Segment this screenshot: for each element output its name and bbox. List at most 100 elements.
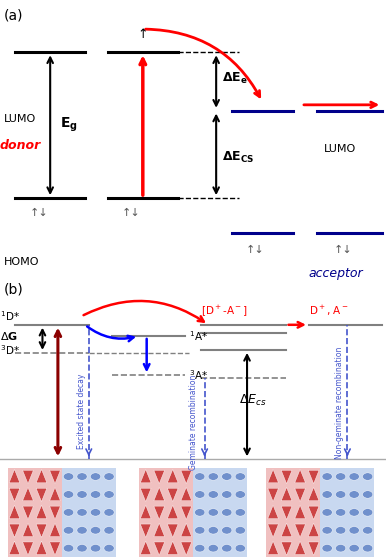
Circle shape [349,473,359,480]
Circle shape [349,508,359,516]
Text: $\mathbf{\Delta E_{CS}}$: $\mathbf{\Delta E_{CS}}$ [222,150,254,165]
Circle shape [362,473,373,480]
Circle shape [208,544,218,552]
Bar [266,468,320,557]
Polygon shape [9,524,20,538]
Circle shape [322,491,332,498]
Polygon shape [9,488,20,502]
Polygon shape [154,487,164,501]
Circle shape [90,508,101,516]
Text: $^3$D*: $^3$D* [0,343,20,357]
Polygon shape [281,470,292,484]
Circle shape [335,526,346,534]
Polygon shape [295,505,306,519]
Circle shape [222,526,232,534]
Circle shape [77,544,87,552]
Polygon shape [295,488,306,502]
Circle shape [77,473,87,480]
Bar [193,468,247,557]
Polygon shape [308,470,319,484]
Polygon shape [23,506,34,520]
Circle shape [195,526,205,534]
Polygon shape [141,524,151,538]
Circle shape [208,491,218,498]
Polygon shape [9,541,20,554]
Polygon shape [36,488,47,502]
Polygon shape [281,506,292,520]
Polygon shape [268,524,278,538]
Polygon shape [168,505,178,519]
Polygon shape [181,487,191,501]
Circle shape [90,544,101,552]
Polygon shape [36,524,47,538]
Circle shape [222,473,232,480]
Circle shape [104,491,114,498]
Circle shape [235,526,245,534]
Polygon shape [181,542,191,556]
Circle shape [63,491,74,498]
Text: Geminate recombination: Geminate recombination [188,375,198,470]
Text: [D$^+$-A$^-$]: [D$^+$-A$^-$] [201,304,247,318]
Polygon shape [295,469,306,483]
Circle shape [104,526,114,534]
Text: ↑↓: ↑↓ [122,208,141,218]
Polygon shape [308,506,319,520]
Circle shape [195,544,205,552]
Circle shape [195,508,205,516]
Polygon shape [308,542,319,556]
Text: Non-geminate recombination: Non-geminate recombination [335,347,344,459]
Circle shape [235,491,245,498]
Circle shape [349,544,359,552]
Polygon shape [181,470,191,484]
Circle shape [208,473,218,480]
Text: ↑↓: ↑↓ [334,245,353,255]
Polygon shape [308,487,319,501]
Circle shape [195,491,205,498]
Circle shape [63,508,74,516]
Circle shape [90,526,101,534]
Circle shape [362,508,373,516]
Circle shape [322,473,332,480]
Circle shape [222,491,232,498]
Circle shape [208,508,218,516]
Text: LUMO: LUMO [324,143,357,153]
Text: (b): (b) [4,283,24,297]
Circle shape [362,544,373,552]
Text: (a): (a) [4,9,24,23]
Polygon shape [308,523,319,536]
Polygon shape [141,488,151,502]
Polygon shape [49,506,61,520]
Circle shape [77,508,87,516]
Polygon shape [295,524,306,538]
Polygon shape [9,505,20,519]
Text: donor: donor [0,139,41,152]
Circle shape [335,473,346,480]
Polygon shape [168,524,178,538]
Circle shape [104,473,114,480]
Circle shape [208,526,218,534]
Text: ↑↓: ↑↓ [29,208,48,218]
Polygon shape [141,469,151,483]
Circle shape [322,544,332,552]
Text: $^3$A*: $^3$A* [189,368,208,382]
Text: $\mathbf{\Delta E_e}$: $\mathbf{\Delta E_e}$ [222,71,248,86]
Polygon shape [49,542,61,556]
Polygon shape [23,470,34,484]
Circle shape [322,526,332,534]
Circle shape [63,473,74,480]
Polygon shape [295,541,306,554]
Circle shape [322,508,332,516]
Polygon shape [181,523,191,536]
Polygon shape [281,487,292,501]
Polygon shape [23,542,34,556]
Polygon shape [49,523,61,536]
Polygon shape [154,542,164,556]
Polygon shape [36,541,47,554]
Polygon shape [23,523,34,536]
Polygon shape [36,469,47,483]
Circle shape [235,544,245,552]
Bar [62,468,116,557]
Circle shape [104,508,114,516]
Circle shape [235,508,245,516]
Polygon shape [36,505,47,519]
